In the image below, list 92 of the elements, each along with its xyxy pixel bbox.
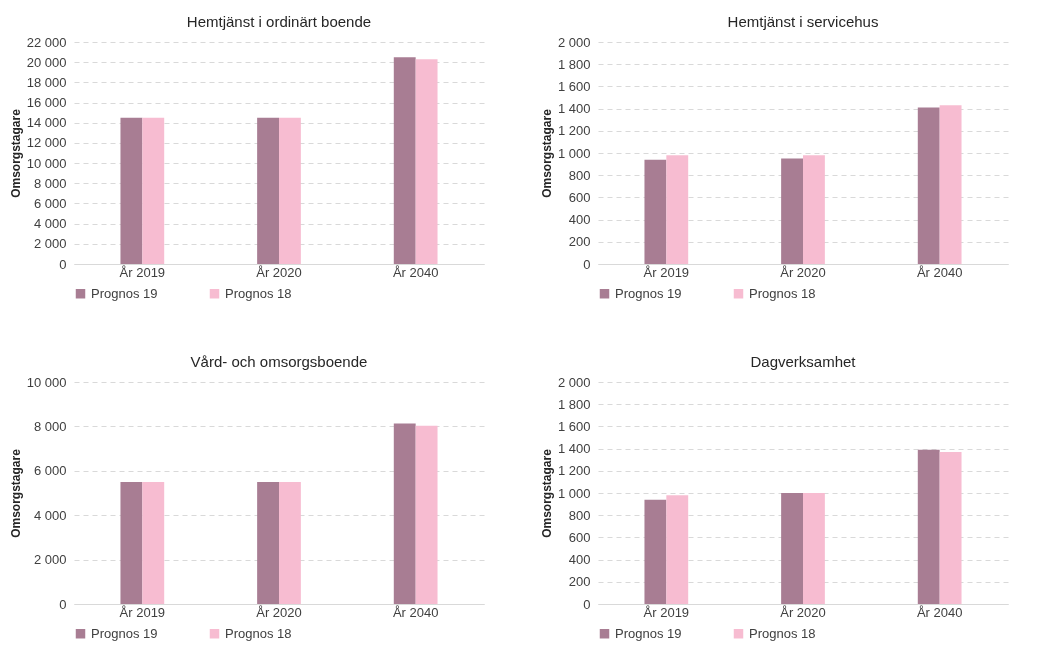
y-tick-label: 400 [568, 552, 591, 568]
y-tick-label: 4 000 [33, 507, 67, 523]
legend-label: Prognos 18 [749, 285, 816, 301]
x-tick-label: År 2019 [119, 264, 166, 280]
y-tick-label: 600 [568, 189, 591, 205]
y-tick-label: 6 000 [33, 195, 67, 211]
y-tick-label: 8 000 [33, 175, 67, 191]
y-tick-label: 1 400 [557, 441, 591, 457]
bar [279, 117, 301, 264]
y-axis-title: Omsorgstagare [539, 448, 554, 538]
x-tick-label: År 2020 [780, 264, 826, 280]
y-tick-label: 1 200 [557, 463, 591, 479]
y-tick-label: 1 200 [557, 123, 591, 139]
y-tick-label: 8 000 [33, 418, 67, 434]
y-tick-label: 14 000 [26, 115, 67, 131]
bar [939, 105, 962, 264]
y-tick-label: 200 [568, 234, 591, 250]
bar [415, 59, 438, 264]
y-tick-label: 1 400 [557, 101, 591, 117]
bar [120, 117, 143, 264]
y-tick-label: 400 [568, 212, 591, 228]
x-tick-label: År 2040 [916, 604, 963, 620]
bar [257, 117, 279, 264]
x-tick-label: År 2020 [256, 604, 302, 620]
bar [939, 451, 962, 604]
bar [142, 117, 165, 264]
bar [393, 57, 416, 264]
y-tick-label: 2 000 [557, 374, 591, 390]
chart-title: Dagverksamhet [750, 353, 857, 370]
bar [781, 158, 803, 264]
y-tick-label: 0 [59, 256, 67, 272]
x-tick-label: År 2019 [643, 264, 690, 280]
chart-title: Hemtjänst i ordinärt boende [186, 13, 372, 30]
x-tick-label: År 2040 [392, 264, 439, 280]
x-tick-label: År 2020 [780, 604, 826, 620]
x-tick-label: År 2040 [916, 264, 963, 280]
legend-label: Prognos 18 [225, 285, 292, 301]
bar [917, 449, 940, 604]
y-tick-label: 1 000 [557, 145, 591, 161]
bar [666, 155, 689, 264]
y-tick-label: 0 [583, 256, 591, 272]
y-tick-label: 6 000 [33, 463, 67, 479]
legend-label: Prognos 18 [749, 625, 816, 641]
bar [917, 107, 940, 264]
x-tick-label: År 2040 [392, 604, 439, 620]
y-tick-label: 12 000 [26, 135, 67, 151]
y-tick-label: 1 800 [557, 56, 591, 72]
y-axis-title: Omsorgstagare [8, 448, 23, 538]
x-tick-label: År 2020 [256, 264, 302, 280]
y-tick-label: 16 000 [26, 95, 67, 111]
y-tick-label: 800 [568, 507, 591, 523]
bar [393, 423, 416, 604]
y-tick-label: 200 [568, 574, 591, 590]
y-tick-label: 18 000 [26, 74, 67, 90]
chart-title: Vård- och omsorgsboende [190, 353, 368, 370]
bar [803, 493, 825, 604]
legend-label: Prognos 18 [225, 625, 292, 641]
legend-label: Prognos 19 [91, 625, 158, 641]
y-tick-label: 800 [568, 167, 591, 183]
bar [279, 481, 301, 604]
legend-label: Prognos 19 [615, 285, 682, 301]
y-tick-label: 2 000 [557, 34, 591, 50]
bar [120, 481, 143, 604]
y-tick-label: 1 600 [557, 78, 591, 94]
bar [142, 481, 165, 604]
bar [666, 495, 689, 604]
y-tick-label: 1 800 [557, 396, 591, 412]
y-tick-label: 0 [583, 596, 591, 612]
y-tick-label: 0 [59, 596, 67, 612]
legend-label: Prognos 19 [91, 285, 158, 301]
bar [644, 499, 667, 604]
y-axis-title: Omsorgstagare [8, 108, 23, 198]
y-tick-label: 1 600 [557, 418, 591, 434]
y-tick-label: 4 000 [33, 216, 67, 232]
y-tick-label: 600 [568, 529, 591, 545]
bar [781, 493, 803, 604]
chart-title: Hemtjänst i servicehus [727, 13, 879, 30]
x-tick-label: År 2019 [643, 604, 690, 620]
y-tick-label: 2 000 [33, 552, 67, 568]
bar [415, 425, 438, 604]
y-tick-label: 2 000 [33, 236, 67, 252]
y-tick-label: 10 000 [26, 155, 67, 171]
y-tick-label: 22 000 [26, 34, 67, 50]
x-tick-label: År 2019 [119, 604, 166, 620]
bar [644, 159, 667, 264]
bar [803, 155, 825, 264]
legend-label: Prognos 19 [615, 625, 682, 641]
y-tick-label: 10 000 [26, 374, 67, 390]
bar [257, 481, 279, 604]
y-tick-label: 1 000 [557, 485, 591, 501]
y-tick-label: 20 000 [26, 54, 67, 70]
y-axis-title: Omsorgstagare [539, 108, 554, 198]
